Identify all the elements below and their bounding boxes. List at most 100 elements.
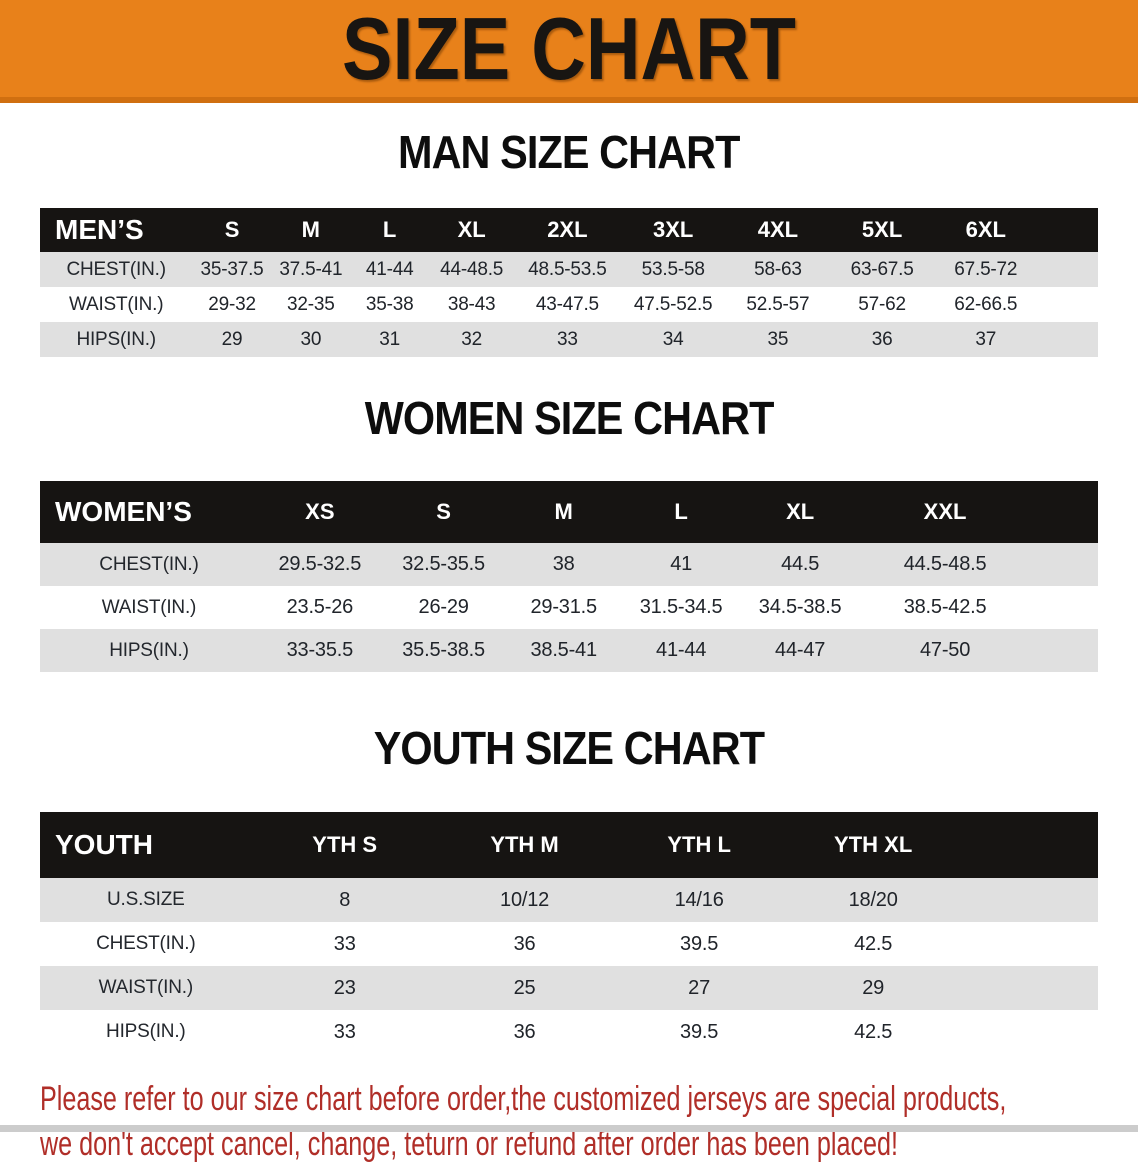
table-cell: 47.5-52.5 — [620, 287, 726, 322]
size-column-header: XL — [740, 481, 860, 543]
youth-section-title-text: YOUTH SIZE CHART — [373, 722, 765, 774]
table-cell: 57-62 — [830, 287, 934, 322]
size-column-header: 2XL — [513, 208, 621, 252]
size-column-header: S — [192, 208, 272, 252]
table-cell: 33 — [251, 922, 438, 966]
size-column-header: L — [349, 208, 430, 252]
row-label: CHEST(IN.) — [40, 543, 258, 586]
table-cell: 35-38 — [349, 287, 430, 322]
table-cell: 31 — [349, 322, 430, 357]
table-cell: 32 — [429, 322, 514, 357]
row-label: CHEST(IN.) — [40, 252, 193, 287]
table-row: WAIST(IN.) 23 25 27 29 — [40, 966, 1098, 1010]
table-cell: 10/12 — [437, 878, 612, 922]
table-row: CHEST(IN.) 29.5-32.5 32.5-35.5 38 41 44.5 44.5… — [40, 543, 1098, 586]
table-cell: 33-35.5 — [257, 629, 382, 672]
table-cell: 26-29 — [381, 586, 506, 629]
youth-size-table: YOUTH YTH S YTH M YTH L YTH XL U.S.SIZE 8 10/12… — [40, 812, 1098, 1054]
table-cell: 8 — [251, 878, 438, 922]
table-cell: 32.5-35.5 — [381, 543, 506, 586]
table-cell: 36 — [437, 922, 612, 966]
table-cell: 35-37.5 — [192, 252, 272, 287]
row-label: WAIST(IN.) — [40, 287, 193, 322]
table-cell: 41 — [621, 543, 741, 586]
table-cell: 23 — [251, 966, 438, 1010]
men-size-table: MEN’S S M L XL 2XL 3XL 4XL 5XL 6XL CHEST(IN.) 35-37… — [40, 208, 1098, 357]
table-header-label: MEN’S — [40, 208, 193, 252]
row-label: CHEST(IN.) — [40, 922, 252, 966]
table-cell: 38.5-42.5 — [859, 586, 1031, 629]
table-cell: 58-63 — [725, 252, 831, 287]
section-youth: YOUTH SIZE CHART YOUTH YTH S YTH M YTH L YTH… — [0, 724, 1138, 1054]
table-header-label: YOUTH — [40, 812, 252, 878]
table-header-row: MEN’S S M L XL 2XL 3XL 4XL 5XL 6XL — [40, 208, 1098, 252]
header-filler — [959, 812, 1098, 878]
table-cell: 27 — [611, 966, 787, 1010]
table-cell: 39.5 — [611, 922, 787, 966]
cell-filler — [959, 878, 1098, 922]
row-label: WAIST(IN.) — [40, 586, 258, 629]
women-section-title-text: WOMEN SIZE CHART — [364, 392, 775, 444]
table-cell: 31.5-34.5 — [621, 586, 741, 629]
table-cell: 44.5-48.5 — [859, 543, 1031, 586]
table-cell: 41-44 — [621, 629, 741, 672]
row-label: WAIST(IN.) — [40, 966, 252, 1010]
table-header-row: YOUTH YTH S YTH M YTH L YTH XL — [40, 812, 1098, 878]
size-column-header: YTH XL — [786, 812, 960, 878]
table-cell: 52.5-57 — [725, 287, 831, 322]
table-cell: 36 — [437, 1010, 612, 1054]
size-column-header: YTH M — [437, 812, 612, 878]
size-column-header: XL — [429, 208, 514, 252]
table-cell: 23.5-26 — [257, 586, 382, 629]
table-cell: 34 — [620, 322, 726, 357]
table-cell: 38-43 — [429, 287, 514, 322]
table-cell: 29-31.5 — [505, 586, 622, 629]
size-column-header: 5XL — [830, 208, 934, 252]
header-filler — [1030, 481, 1098, 543]
cell-filler — [1030, 543, 1098, 586]
size-column-header: S — [381, 481, 506, 543]
women-section-title: WOMEN SIZE CHART — [0, 394, 1138, 454]
table-cell: 14/16 — [611, 878, 787, 922]
disclaimer-line-1: Please refer to our size chart before or… — [40, 1080, 1007, 1118]
banner-title: SIZE CHART — [341, 0, 797, 98]
table-cell: 44-48.5 — [429, 252, 514, 287]
row-label: HIPS(IN.) — [40, 1010, 252, 1054]
size-column-header: YTH S — [251, 812, 438, 878]
table-cell: 62-66.5 — [933, 287, 1038, 322]
table-cell: 47-50 — [859, 629, 1031, 672]
table-cell: 42.5 — [786, 922, 960, 966]
table-cell: 67.5-72 — [933, 252, 1038, 287]
cell-filler — [959, 922, 1098, 966]
row-label: HIPS(IN.) — [40, 629, 258, 672]
men-section-title: MAN SIZE CHART — [0, 128, 1138, 188]
table-cell: 38.5-41 — [505, 629, 622, 672]
table-cell: 34.5-38.5 — [740, 586, 860, 629]
women-size-table: WOMEN’S XS S M L XL XXL CHEST(IN.) 29.5-32.5 32.5… — [40, 481, 1098, 672]
cell-filler — [959, 966, 1098, 1010]
table-row: CHEST(IN.) 33 36 39.5 42.5 — [40, 922, 1098, 966]
table-cell: 35.5-38.5 — [381, 629, 506, 672]
table-cell: 33 — [251, 1010, 438, 1054]
table-cell: 30 — [271, 322, 350, 357]
table-cell: 39.5 — [611, 1010, 787, 1054]
size-column-header: 6XL — [933, 208, 1038, 252]
header-filler — [1037, 208, 1098, 252]
cell-filler — [1030, 586, 1098, 629]
size-chart-banner: SIZE CHART — [0, 0, 1138, 103]
table-row: HIPS(IN.) 29 30 31 32 33 34 35 36 37 — [40, 322, 1098, 357]
youth-section-title: YOUTH SIZE CHART — [0, 724, 1138, 784]
section-women: WOMEN SIZE CHART WOMEN’S XS S M L XL XXL CHEST(… — [0, 394, 1138, 672]
table-cell: 43-47.5 — [513, 287, 621, 322]
table-cell: 38 — [505, 543, 622, 586]
table-row: HIPS(IN.) 33-35.5 35.5-38.5 38.5-41 41-44 44-… — [40, 629, 1098, 672]
table-row: HIPS(IN.) 33 36 39.5 42.5 — [40, 1010, 1098, 1054]
table-cell: 37.5-41 — [271, 252, 350, 287]
bottom-edge-strip — [0, 1125, 1138, 1132]
table-cell: 63-67.5 — [830, 252, 934, 287]
table-cell: 42.5 — [786, 1010, 960, 1054]
cell-filler — [1037, 287, 1098, 322]
size-column-header: 3XL — [620, 208, 726, 252]
table-cell: 44-47 — [740, 629, 860, 672]
section-men: MAN SIZE CHART MEN’S S M L XL 2XL 3XL 4XL 5XL 6XL… — [0, 128, 1138, 357]
